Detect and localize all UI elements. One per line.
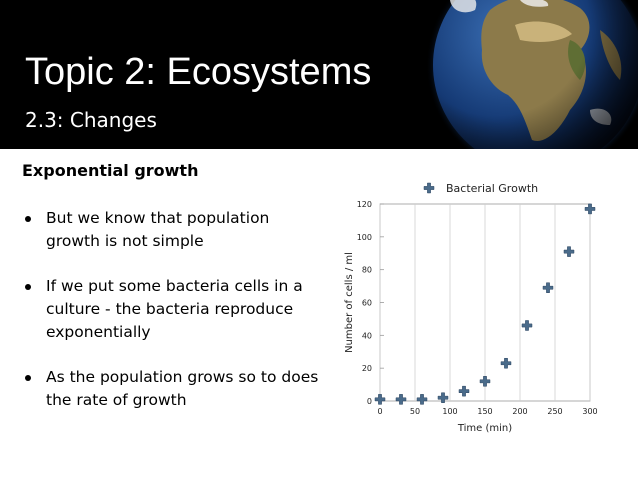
y-tick-label: 40 (362, 331, 372, 340)
slide-title: Topic 2: Ecosystems (25, 51, 372, 93)
bacterial-growth-chart: 0 50 100 150 200 250 300 0 20 40 60 80 100 120 Time (m… (344, 182, 598, 434)
bullet-dot-icon (25, 216, 31, 222)
title-banner: Topic 2: Ecosystems 2.3: Changes (0, 0, 638, 149)
data-point (563, 246, 575, 257)
bullet-text: As the population grows so to does the r… (46, 368, 319, 409)
x-tick-label: 150 (477, 407, 492, 416)
bullet-dot-icon (25, 375, 31, 381)
earth-globe-icon (426, 0, 638, 149)
data-point (584, 203, 596, 215)
y-axis-label: Number of cells / ml (344, 252, 355, 353)
bullet-text: If we put some bacteria cells in a cultu… (46, 277, 303, 341)
x-axis-label: Time (min) (457, 423, 512, 434)
bullet-item: If we put some bacteria cells in a cultu… (22, 275, 322, 344)
legend-marker (423, 182, 435, 194)
data-point (374, 394, 386, 405)
y-tick-label: 20 (362, 364, 372, 373)
data-point (416, 394, 428, 405)
y-tick-label: 60 (362, 299, 372, 308)
bullet-item: As the population grows so to does the r… (22, 366, 322, 412)
y-tick-label: 80 (362, 266, 372, 275)
data-point (500, 357, 512, 369)
y-tick-label: 0 (367, 397, 372, 406)
data-point (458, 385, 470, 397)
data-point (479, 376, 491, 387)
data-point (395, 394, 407, 405)
slide-subtitle: 2.3: Changes (25, 108, 157, 132)
x-tick-label: 100 (442, 407, 457, 416)
legend-label: Bacterial Growth (446, 182, 538, 195)
y-tick-label: 120 (357, 200, 372, 209)
x-tick-label: 50 (410, 407, 420, 416)
x-tick-label: 200 (512, 407, 527, 416)
bullet-item: But we know that population growth is no… (22, 207, 322, 253)
data-point (437, 392, 449, 403)
x-tick-label: 250 (547, 407, 562, 416)
x-tick-label: 0 (377, 407, 382, 416)
y-tick-label: 100 (357, 233, 372, 242)
data-point (521, 320, 533, 331)
bullet-text: But we know that population growth is no… (46, 209, 270, 250)
bullet-dot-icon (25, 284, 31, 290)
x-tick-label: 300 (582, 407, 597, 416)
section-heading: Exponential growth (22, 161, 199, 180)
data-point (542, 282, 554, 293)
bullet-list: But we know that population growth is no… (22, 207, 322, 434)
